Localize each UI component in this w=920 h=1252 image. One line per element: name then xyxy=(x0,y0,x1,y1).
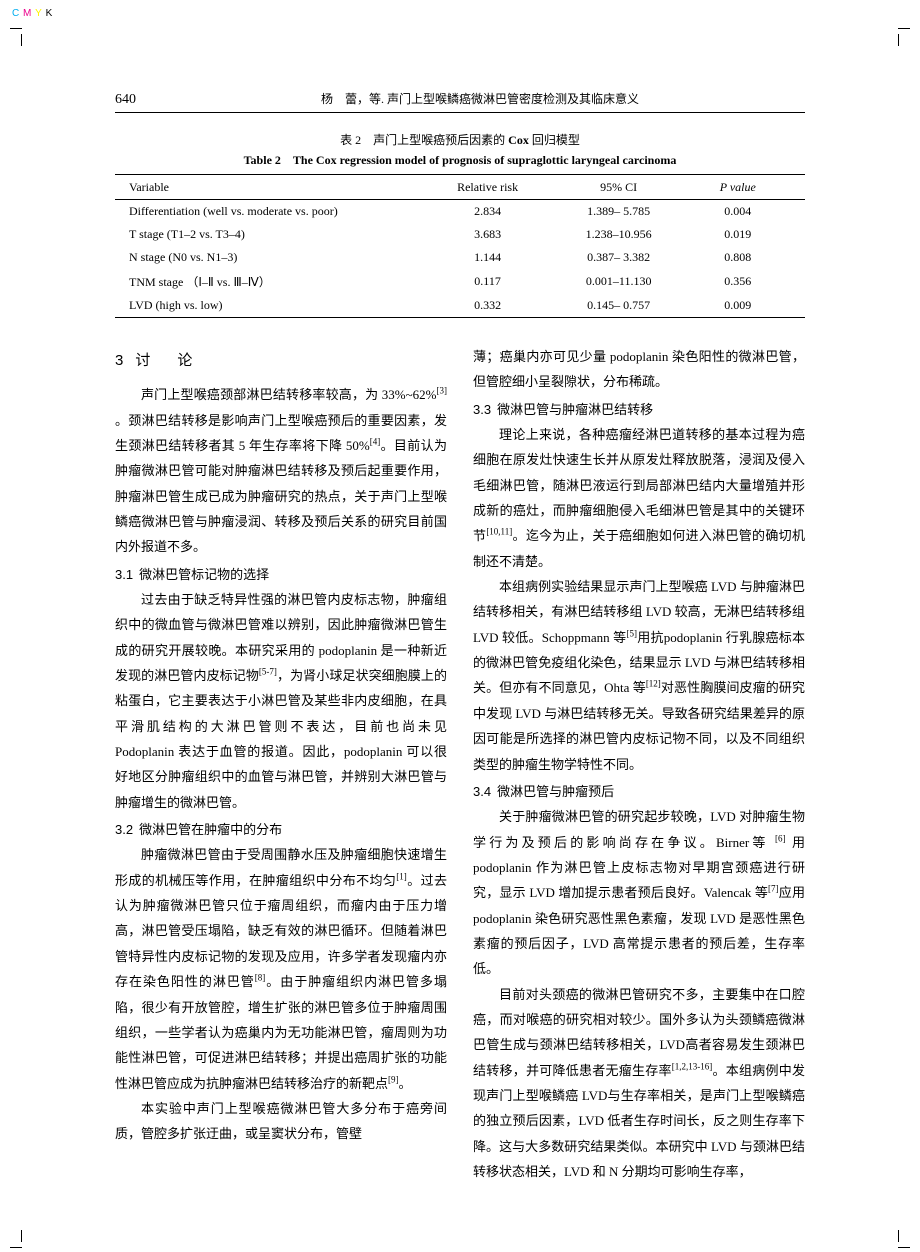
table-cell: 2.834 xyxy=(432,200,542,224)
crop-mark xyxy=(898,1230,916,1248)
left-column: 3讨 论 声门上型喉癌颈部淋巴结转移率较高，为 33%~62%[3] 。颈淋巴结… xyxy=(115,344,447,1184)
table-cell: 0.356 xyxy=(695,269,805,294)
paragraph: 声门上型喉癌颈部淋巴结转移率较高，为 33%~62%[3] 。颈淋巴结转移是影响… xyxy=(115,382,447,559)
table-header-cell: 95% CI xyxy=(543,175,695,200)
table-header-row: VariableRelative risk95% CIP value xyxy=(115,175,805,200)
table-cell: T stage (T1–2 vs. T3–4) xyxy=(115,223,432,246)
subsection-heading: 3.2微淋巴管在肿瘤中的分布 xyxy=(115,817,447,842)
paragraph: 本实验中声门上型喉癌微淋巴管大多分布于癌旁间质，管腔多扩张迂曲，或呈窦状分布，管… xyxy=(115,1096,447,1147)
table-cell: 1.238–10.956 xyxy=(543,223,695,246)
table-cell: 0.145– 0.757 xyxy=(543,294,695,318)
table-row: T stage (T1–2 vs. T3–4)3.6831.238–10.956… xyxy=(115,223,805,246)
cox-regression-table: VariableRelative risk95% CIP value Diffe… xyxy=(115,174,805,318)
crop-mark xyxy=(4,28,22,46)
table-cell: 1.389– 5.785 xyxy=(543,200,695,224)
page-number: 640 xyxy=(115,92,155,108)
table-cell: 0.009 xyxy=(695,294,805,318)
running-title: 杨 蕾，等. 声门上型喉鳞癌微淋巴管密度检测及其临床意义 xyxy=(155,90,805,107)
table-row: TNM stage （Ⅰ–Ⅱ vs. Ⅲ–Ⅳ）0.1170.001–11.130… xyxy=(115,269,805,294)
paragraph: 关于肿瘤微淋巴管的研究起步较晚，LVD 对肿瘤生物学行为及预后的影响尚存在争议。… xyxy=(473,804,805,981)
table-cell: 0.332 xyxy=(432,294,542,318)
table-cell: TNM stage （Ⅰ–Ⅱ vs. Ⅲ–Ⅳ） xyxy=(115,269,432,294)
table-header-cell: Variable xyxy=(115,175,432,200)
cmyk-m: M xyxy=(23,8,32,19)
table-cell: 0.387– 3.382 xyxy=(543,246,695,269)
table-header-cell: P value xyxy=(695,175,805,200)
table-cell: 0.808 xyxy=(695,246,805,269)
table-cell: 1.144 xyxy=(432,246,542,269)
table-cell: Differentiation (well vs. moderate vs. p… xyxy=(115,200,432,224)
subsection-heading: 3.1微淋巴管标记物的选择 xyxy=(115,562,447,587)
paragraph: 过去由于缺乏特异性强的淋巴管内皮标志物，肿瘤组织中的微血管与微淋巴管难以辨别，因… xyxy=(115,587,447,815)
paragraph: 肿瘤微淋巴管由于受周围静水压及肿瘤细胞快速增生形成的机械压等作用，在肿瘤组织中分… xyxy=(115,842,447,1095)
table-2: 表 2 声门上型喉癌预后因素的 Cox 回归模型 Table 2 The Cox… xyxy=(115,131,805,318)
table-cell: 0.004 xyxy=(695,200,805,224)
table-cell: 0.117 xyxy=(432,269,542,294)
table-header-cell: Relative risk xyxy=(432,175,542,200)
cmyk-registration: C M Y K xyxy=(12,8,53,19)
running-head: 640 杨 蕾，等. 声门上型喉鳞癌微淋巴管密度检测及其临床意义 xyxy=(115,90,805,113)
right-column: 薄；癌巢内亦可见少量 podoplanin 染色阳性的微淋巴管，但管腔细小呈裂隙… xyxy=(473,344,805,1184)
subsection-heading: 3.3微淋巴管与肿瘤淋巴结转移 xyxy=(473,397,805,422)
table-row: Differentiation (well vs. moderate vs. p… xyxy=(115,200,805,224)
two-column-body: 3讨 论 声门上型喉癌颈部淋巴结转移率较高，为 33%~62%[3] 。颈淋巴结… xyxy=(115,344,805,1184)
table-cell: LVD (high vs. low) xyxy=(115,294,432,318)
cmyk-y: Y xyxy=(35,8,42,19)
paragraph: 薄；癌巢内亦可见少量 podoplanin 染色阳性的微淋巴管，但管腔细小呈裂隙… xyxy=(473,344,805,395)
table-caption-en: Table 2 The Cox regression model of prog… xyxy=(115,151,805,168)
section-heading: 3讨 论 xyxy=(115,346,447,376)
paragraph: 理论上来说，各种癌瘤经淋巴道转移的基本过程为癌细胞在原发灶快速生长并从原发灶释放… xyxy=(473,422,805,574)
table-cell: 0.019 xyxy=(695,223,805,246)
crop-mark xyxy=(4,1230,22,1248)
subsection-heading: 3.4微淋巴管与肿瘤预后 xyxy=(473,779,805,804)
table-cell: N stage (N0 vs. N1–3) xyxy=(115,246,432,269)
cmyk-c: C xyxy=(12,8,20,19)
table-caption-zh: 表 2 声门上型喉癌预后因素的 Cox 回归模型 xyxy=(115,131,805,148)
table-cell: 3.683 xyxy=(432,223,542,246)
table-row: N stage (N0 vs. N1–3)1.1440.387– 3.3820.… xyxy=(115,246,805,269)
cmyk-k: K xyxy=(46,8,53,19)
paragraph: 本组病例实验结果显示声门上型喉癌 LVD 与肿瘤淋巴结转移相关，有淋巴结转移组 … xyxy=(473,574,805,777)
table-cell: 0.001–11.130 xyxy=(543,269,695,294)
page-content: 640 杨 蕾，等. 声门上型喉鳞癌微淋巴管密度检测及其临床意义 表 2 声门上… xyxy=(115,90,805,1184)
table-row: LVD (high vs. low)0.3320.145– 0.7570.009 xyxy=(115,294,805,318)
paragraph: 目前对头颈癌的微淋巴管研究不多，主要集中在口腔癌，而对喉癌的研究相对较少。国外多… xyxy=(473,982,805,1185)
crop-mark xyxy=(898,28,916,46)
